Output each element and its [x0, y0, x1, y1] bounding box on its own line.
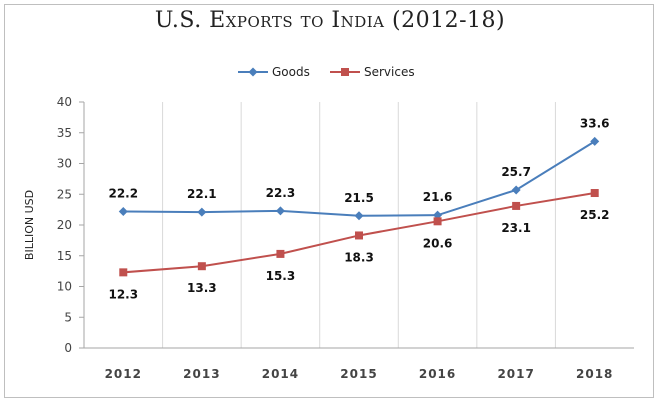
x-tick-label: 2018 [576, 367, 613, 381]
chart-title: U.S. Exports to India (2012-18) [154, 8, 506, 33]
y-tick-label: 0 [64, 341, 72, 355]
data-point-services [590, 189, 599, 198]
data-point-goods [590, 136, 600, 146]
x-tick-label: 2014 [262, 367, 299, 381]
data-label-goods: 33.6 [580, 116, 610, 130]
y-tick-label: 5 [64, 310, 72, 324]
legend-label-goods: Goods [272, 65, 310, 79]
data-label-services: 18.3 [344, 250, 374, 264]
data-label-services: 13.3 [187, 281, 217, 295]
x-tick-label: 2015 [340, 367, 377, 381]
data-label-services: 23.1 [501, 221, 531, 235]
data-point-services [433, 217, 442, 226]
data-label-services: 20.6 [423, 236, 453, 250]
data-point-goods [511, 185, 521, 195]
data-label-goods: 22.3 [266, 186, 296, 200]
y-tick-label: 35 [57, 126, 72, 140]
data-label-goods: 21.5 [344, 191, 374, 205]
x-tick-label: 2016 [419, 367, 456, 381]
legend-diamond-icon [248, 67, 258, 77]
data-label-services: 15.3 [266, 269, 296, 283]
x-tick-label: 2012 [105, 367, 142, 381]
data-label-services: 25.2 [580, 208, 610, 222]
y-tick-label: 20 [57, 218, 72, 232]
data-point-services [197, 262, 206, 271]
data-point-goods [197, 207, 207, 217]
y-tick-label: 10 [57, 280, 72, 294]
data-label-services: 12.3 [108, 287, 138, 301]
x-tick-label: 2013 [183, 367, 220, 381]
data-label-goods: 25.7 [501, 165, 531, 179]
y-tick-label: 30 [57, 157, 72, 171]
y-tick-label: 40 [57, 95, 72, 109]
data-label-goods: 21.6 [423, 190, 453, 204]
data-point-services [355, 231, 363, 240]
y-tick-label: 15 [57, 249, 72, 263]
y-tick-label: 25 [57, 187, 72, 201]
data-point-services [119, 268, 128, 277]
data-label-goods: 22.2 [108, 186, 138, 200]
legend-label-services: Services [364, 65, 415, 79]
data-point-services [276, 249, 285, 258]
data-point-goods [118, 206, 128, 216]
data-point-services [512, 201, 521, 210]
data-label-goods: 22.1 [187, 187, 217, 201]
y-axis-label: BILLION USD [23, 190, 36, 260]
data-point-goods [275, 206, 285, 216]
data-point-goods [354, 211, 364, 221]
x-tick-label: 2017 [497, 367, 534, 381]
legend-square-icon [341, 68, 349, 76]
